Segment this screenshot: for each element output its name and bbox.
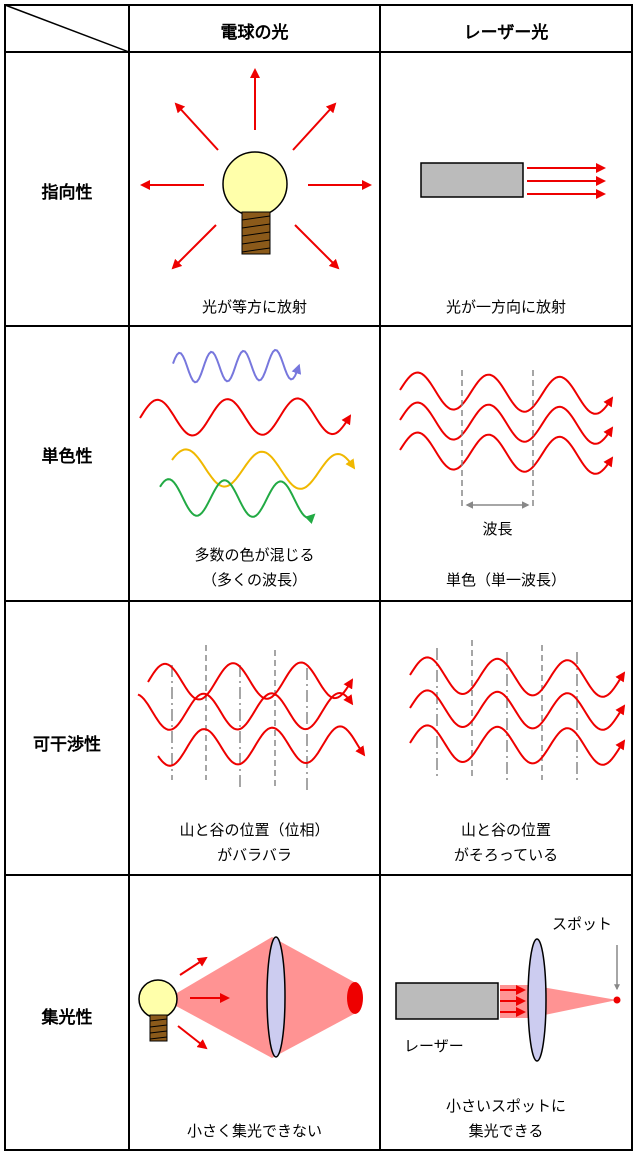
wave-random-3 [157, 725, 366, 767]
laser-beam-arrows [500, 985, 526, 1017]
caption-laser-focus-2: 集光できる [468, 1122, 544, 1140]
row-label-coherence: 可干渉性 [33, 735, 101, 755]
wave-green [159, 478, 316, 525]
wave-aligned-2 [409, 689, 626, 731]
caption-bulb-coherence-1: 山と谷の位置（位相） [179, 821, 330, 839]
wave-blue [172, 348, 302, 384]
caption-bulb-directivity: 光が等方に放射 [201, 298, 307, 316]
row-label-focusability: 集光性 [41, 1008, 93, 1028]
caption-laser-coherence-1: 山と谷の位置 [460, 821, 551, 839]
caption-laser-focus-1: 小さいスポットに [445, 1097, 566, 1115]
single-wavelength-waves [399, 371, 614, 475]
wave-yellow [171, 448, 356, 490]
wave-laser-3 [399, 431, 614, 475]
laser-device-2 [395, 982, 499, 1020]
wavelength-label: 波長 [482, 520, 513, 538]
small-bulb-base [149, 1014, 168, 1042]
caption-laser-mono: 単色（単一波長） [445, 571, 566, 589]
spot-label: スポット [552, 915, 613, 933]
laser-device [420, 162, 524, 198]
laser-device-label: レーザー [404, 1037, 464, 1055]
caption-bulb-mono-2: （多くの波長） [201, 571, 307, 589]
random-phase-waves [137, 645, 366, 790]
wave-laser-1 [399, 371, 614, 415]
mixed-colors-waves [139, 348, 356, 525]
table-grid [4, 4, 633, 1151]
caption-bulb-mono-1: 多数の色が混じる [194, 546, 315, 564]
column-header-bulb: 電球の光 [220, 23, 289, 43]
bulb-glass [222, 151, 288, 217]
bulb-base [241, 211, 271, 255]
scatter-arrows [177, 956, 230, 1050]
bulb-focus-illustration [138, 936, 363, 1058]
small-focus-spot [613, 996, 621, 1004]
bulb-lens [266, 936, 286, 1058]
laser-focus-illustration [395, 938, 621, 1062]
wave-red [139, 397, 352, 437]
caption-laser-coherence-2: がそろっている [453, 846, 559, 864]
column-header-laser: レーザー光 [463, 23, 549, 43]
wavelength-marker [461, 370, 534, 510]
caption-bulb-coherence-2: がバラバラ [217, 846, 292, 864]
diffuse-beam [165, 937, 354, 1058]
large-focus-spot [347, 982, 363, 1014]
wave-random-2 [137, 691, 354, 731]
parallel-beams [527, 163, 606, 199]
radial-arrows [140, 68, 372, 270]
wave-aligned-1 [409, 656, 626, 698]
aligned-phase-waves [409, 640, 626, 780]
small-bulb-glass [138, 979, 178, 1019]
caption-bulb-focus: 小さく集光できない [186, 1122, 322, 1140]
bulb-isotropic-illustration [140, 68, 372, 270]
wave-laser-2 [399, 401, 614, 445]
wave-aligned-3 [409, 724, 626, 766]
laser-lens [527, 938, 547, 1062]
laser-directional-illustration [420, 162, 606, 199]
row-label-directivity: 指向性 [41, 183, 93, 203]
row-label-monochromaticity: 単色性 [41, 447, 93, 467]
wave-random-1 [147, 661, 354, 701]
caption-laser-directivity: 光が一方向に放射 [445, 298, 566, 316]
